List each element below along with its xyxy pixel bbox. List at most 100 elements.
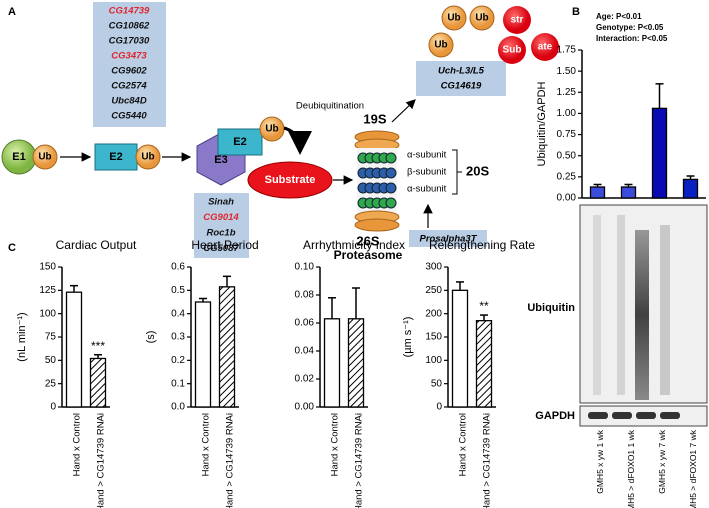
y-axis-label: (µm s⁻¹) [402, 317, 414, 358]
subunit-label: β-subunit [407, 167, 447, 178]
transfer-arrow [283, 126, 312, 155]
y-tick-label: 0.25 [557, 171, 577, 182]
y-tick-label: 0.04 [295, 346, 315, 357]
y-tick-label: 100 [425, 355, 442, 366]
ub-label: Ub [141, 152, 154, 163]
y-tick-label: 150 [425, 332, 442, 343]
fragment-node [498, 36, 526, 64]
gene-label: CG10862 [109, 21, 150, 32]
bar [620, 186, 637, 199]
subunit-ball [385, 197, 397, 209]
x-tick-label: Hand x Control [72, 413, 83, 476]
chart-title: Heart Period [191, 238, 258, 252]
y-axis-label: Ubiquitin/GAPDH [536, 81, 548, 166]
bar [682, 178, 699, 199]
significance-label: *** [91, 339, 105, 353]
y-tick-label: 1.50 [557, 66, 577, 77]
substrate-label: Substrate [265, 174, 316, 186]
bar [451, 289, 469, 408]
y-tick-label: 200 [425, 308, 442, 319]
ub-label: Ub [38, 152, 51, 163]
fragment-label: str [511, 15, 524, 26]
y-tick-label: 50 [431, 378, 443, 389]
ub-label: Ub [475, 13, 488, 24]
fragment-node [503, 6, 531, 34]
y-tick-label: 0 [436, 402, 442, 413]
x-tick-label: GMH5 > dFOXO1 7 wk [688, 429, 698, 508]
bar [65, 291, 83, 408]
e2-node [217, 128, 263, 156]
ub-node [135, 144, 161, 170]
gene-label: CG17030 [109, 36, 150, 47]
x-tick-label: GMH5 x yw 1 wk [595, 429, 605, 494]
ub-label: Ub [447, 13, 460, 24]
proteasome [354, 130, 400, 232]
stat-label: Age: P<0.01 [596, 12, 642, 21]
y-tick-label: 0.4 [171, 308, 185, 319]
subunit-ball [385, 167, 397, 179]
panel-label: A [8, 6, 16, 18]
gene-label: Uch-L3/L5 [438, 66, 485, 77]
subunit-ball [385, 182, 397, 194]
y-tick-label: 0.10 [295, 262, 315, 273]
y-tick-label: 0.5 [171, 285, 185, 296]
y-tick-label: 250 [425, 285, 442, 296]
x-tick-label: Hand x Control [458, 413, 469, 476]
ub-node [469, 5, 495, 31]
bar [218, 286, 236, 408]
gene-label: CG2574 [111, 81, 147, 92]
y-tick-label: 0.02 [295, 374, 315, 385]
x-tick-label: GMH5 > dFOXO1 1 wk [626, 429, 636, 508]
label-19s: 19S [363, 111, 386, 126]
ub-node [32, 144, 58, 170]
bar [651, 107, 668, 199]
y-tick-label: 0.50 [557, 150, 577, 161]
bar [194, 301, 212, 408]
fragment-node [531, 33, 559, 61]
y-tick-label: 0.08 [295, 290, 315, 301]
blot-label: GAPDH [535, 410, 575, 422]
y-tick-label: 0 [50, 402, 56, 413]
bar [475, 320, 493, 408]
y-tick-label: 0.3 [171, 332, 185, 343]
y-tick-label: 0.00 [295, 402, 315, 413]
blot-label: Ubiquitin [527, 302, 575, 314]
y-tick-label: 125 [39, 285, 56, 296]
gene-box [409, 230, 487, 247]
bracket [452, 149, 462, 195]
y-tick-label: 0.06 [295, 318, 315, 329]
y-tick-label: 1.00 [557, 108, 577, 119]
x-tick-label: Hand > CG14739 RNAi [482, 413, 493, 508]
gene-box [416, 61, 506, 96]
proteasome-label: Proteasome [334, 248, 403, 262]
ub-label: Ub [265, 124, 278, 135]
x-tick-label: GMH5 x yw 7 wk [657, 429, 667, 494]
pathway-diagram: CG14739 CG10862 CG17030 CG3473 CG9602 CG2574 U… [1, 2, 559, 262]
gene-label: Ubc84D [111, 96, 147, 107]
charts: Ubiquitin/GAPDH0.000.250.500.751.001.251… [16, 45, 706, 508]
gene-label: CG5087 [203, 243, 239, 254]
panel-label: B [572, 6, 580, 18]
gene-box [194, 193, 249, 258]
ub-label: Ub [434, 40, 447, 51]
gene-box [93, 2, 166, 127]
fragment-label: Sub [503, 45, 522, 56]
y-tick-label: 0.6 [171, 262, 185, 273]
e2-label: E2 [109, 151, 122, 163]
y-tick-label: 0.2 [171, 355, 185, 366]
gene-label: CG5440 [111, 111, 147, 122]
x-tick-label: Hand > CG14739 RNAi [96, 413, 107, 508]
y-tick-label: 25 [45, 378, 57, 389]
y-tick-label: 100 [39, 308, 56, 319]
bar [89, 357, 107, 408]
stat-label: Interaction: P<0.05 [596, 34, 668, 43]
panel-label: C [8, 242, 16, 254]
arrow [391, 99, 416, 123]
y-tick-label: 0.0 [171, 402, 185, 413]
label-20s: 20S [466, 163, 489, 178]
e3-label: E3 [214, 154, 227, 166]
gene-label: Roc1b [206, 228, 235, 239]
y-tick-label: 1.75 [557, 45, 577, 56]
x-tick-label: Hand > CG14739 RNAi [225, 413, 236, 508]
